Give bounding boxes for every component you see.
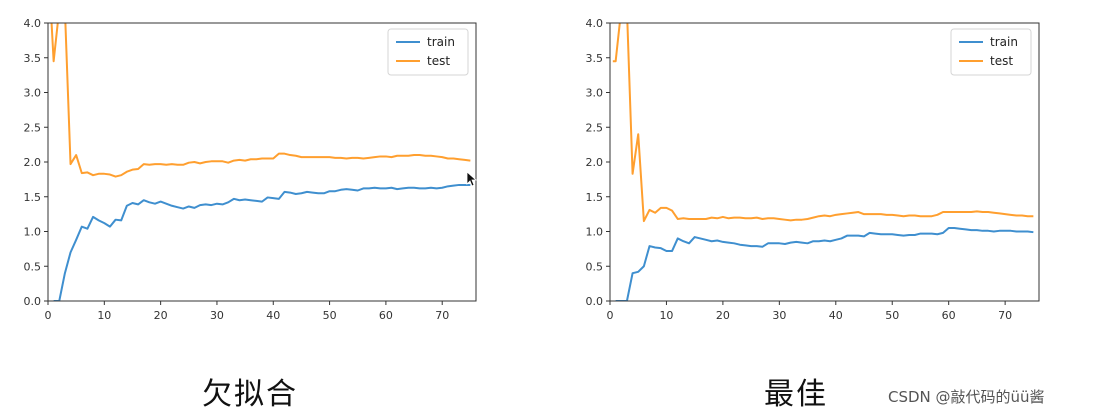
chart-0: 0.0 0.5 1.0 1.5 2.0 2.5 3.0 3.5 4.0 0 10 20 30 40 50 60… (24, 17, 477, 322)
x-tick-label: 40 (266, 309, 280, 322)
x-tick-label: 20 (716, 309, 730, 322)
legend-box (950, 28, 1032, 76)
watermark: CSDN @敲代码的üü酱 (888, 388, 1045, 406)
x-tick-label: 40 (829, 309, 843, 322)
y-tick-label: 2.5 (586, 121, 604, 134)
y-tick-label: 1.0 (586, 226, 604, 239)
x-tick-label: 10 (97, 309, 111, 322)
y-tick-label: 0.0 (586, 295, 604, 308)
legend: train test (387, 28, 469, 76)
y-tick-label: 2.0 (24, 156, 42, 169)
legend-label-train: train (990, 35, 1018, 49)
legend-label-train: train (427, 35, 455, 49)
series-line-train (53, 183, 471, 301)
y-tick-label: 4.0 (24, 17, 42, 30)
y-tick-label: 1.0 (24, 226, 42, 239)
y-tick-label: 0.5 (24, 260, 42, 273)
y-tick-label: 0.0 (24, 295, 42, 308)
y-tick-label: 4.0 (586, 17, 604, 30)
y-tick-label: 3.5 (586, 52, 604, 65)
y-tick-label: 1.5 (586, 191, 604, 204)
series-line-test (50, 23, 471, 178)
series-line-train (615, 227, 1034, 301)
x-tick-label: 30 (210, 309, 224, 322)
x-tick-label: 20 (154, 309, 168, 322)
x-tick-label: 70 (435, 309, 449, 322)
y-tick-label: 3.0 (24, 87, 42, 100)
x-tick-label: 30 (772, 309, 786, 322)
x-tick-label: 0 (45, 309, 52, 322)
legend-label-test: test (990, 54, 1013, 68)
x-tick-label: 60 (942, 309, 956, 322)
chart-1: 0.0 0.5 1.0 1.5 2.0 2.5 3.0 3.5 4.0 0 10 20 30 40 50 60… (586, 17, 1040, 322)
caption-best: 最佳 (764, 377, 828, 412)
legend-label-test: test (427, 54, 450, 68)
x-tick-label: 70 (998, 309, 1012, 322)
x-tick-label: 50 (323, 309, 337, 322)
y-tick-label: 3.5 (24, 52, 42, 65)
y-tick-label: 1.5 (24, 191, 42, 204)
legend-box (387, 28, 469, 76)
series-line-test (612, 23, 1034, 223)
x-tick-label: 0 (607, 309, 614, 322)
caption-underfitting: 欠拟合 (202, 377, 298, 412)
x-tick-label: 10 (659, 309, 673, 322)
y-tick-label: 2.0 (586, 156, 604, 169)
y-tick-label: 2.5 (24, 121, 42, 134)
y-tick-label: 3.0 (586, 87, 604, 100)
x-tick-label: 50 (885, 309, 899, 322)
mouse-cursor-icon (466, 171, 478, 187)
x-tick-label: 60 (379, 309, 393, 322)
y-tick-label: 0.5 (586, 260, 604, 273)
legend: train test (950, 28, 1032, 76)
